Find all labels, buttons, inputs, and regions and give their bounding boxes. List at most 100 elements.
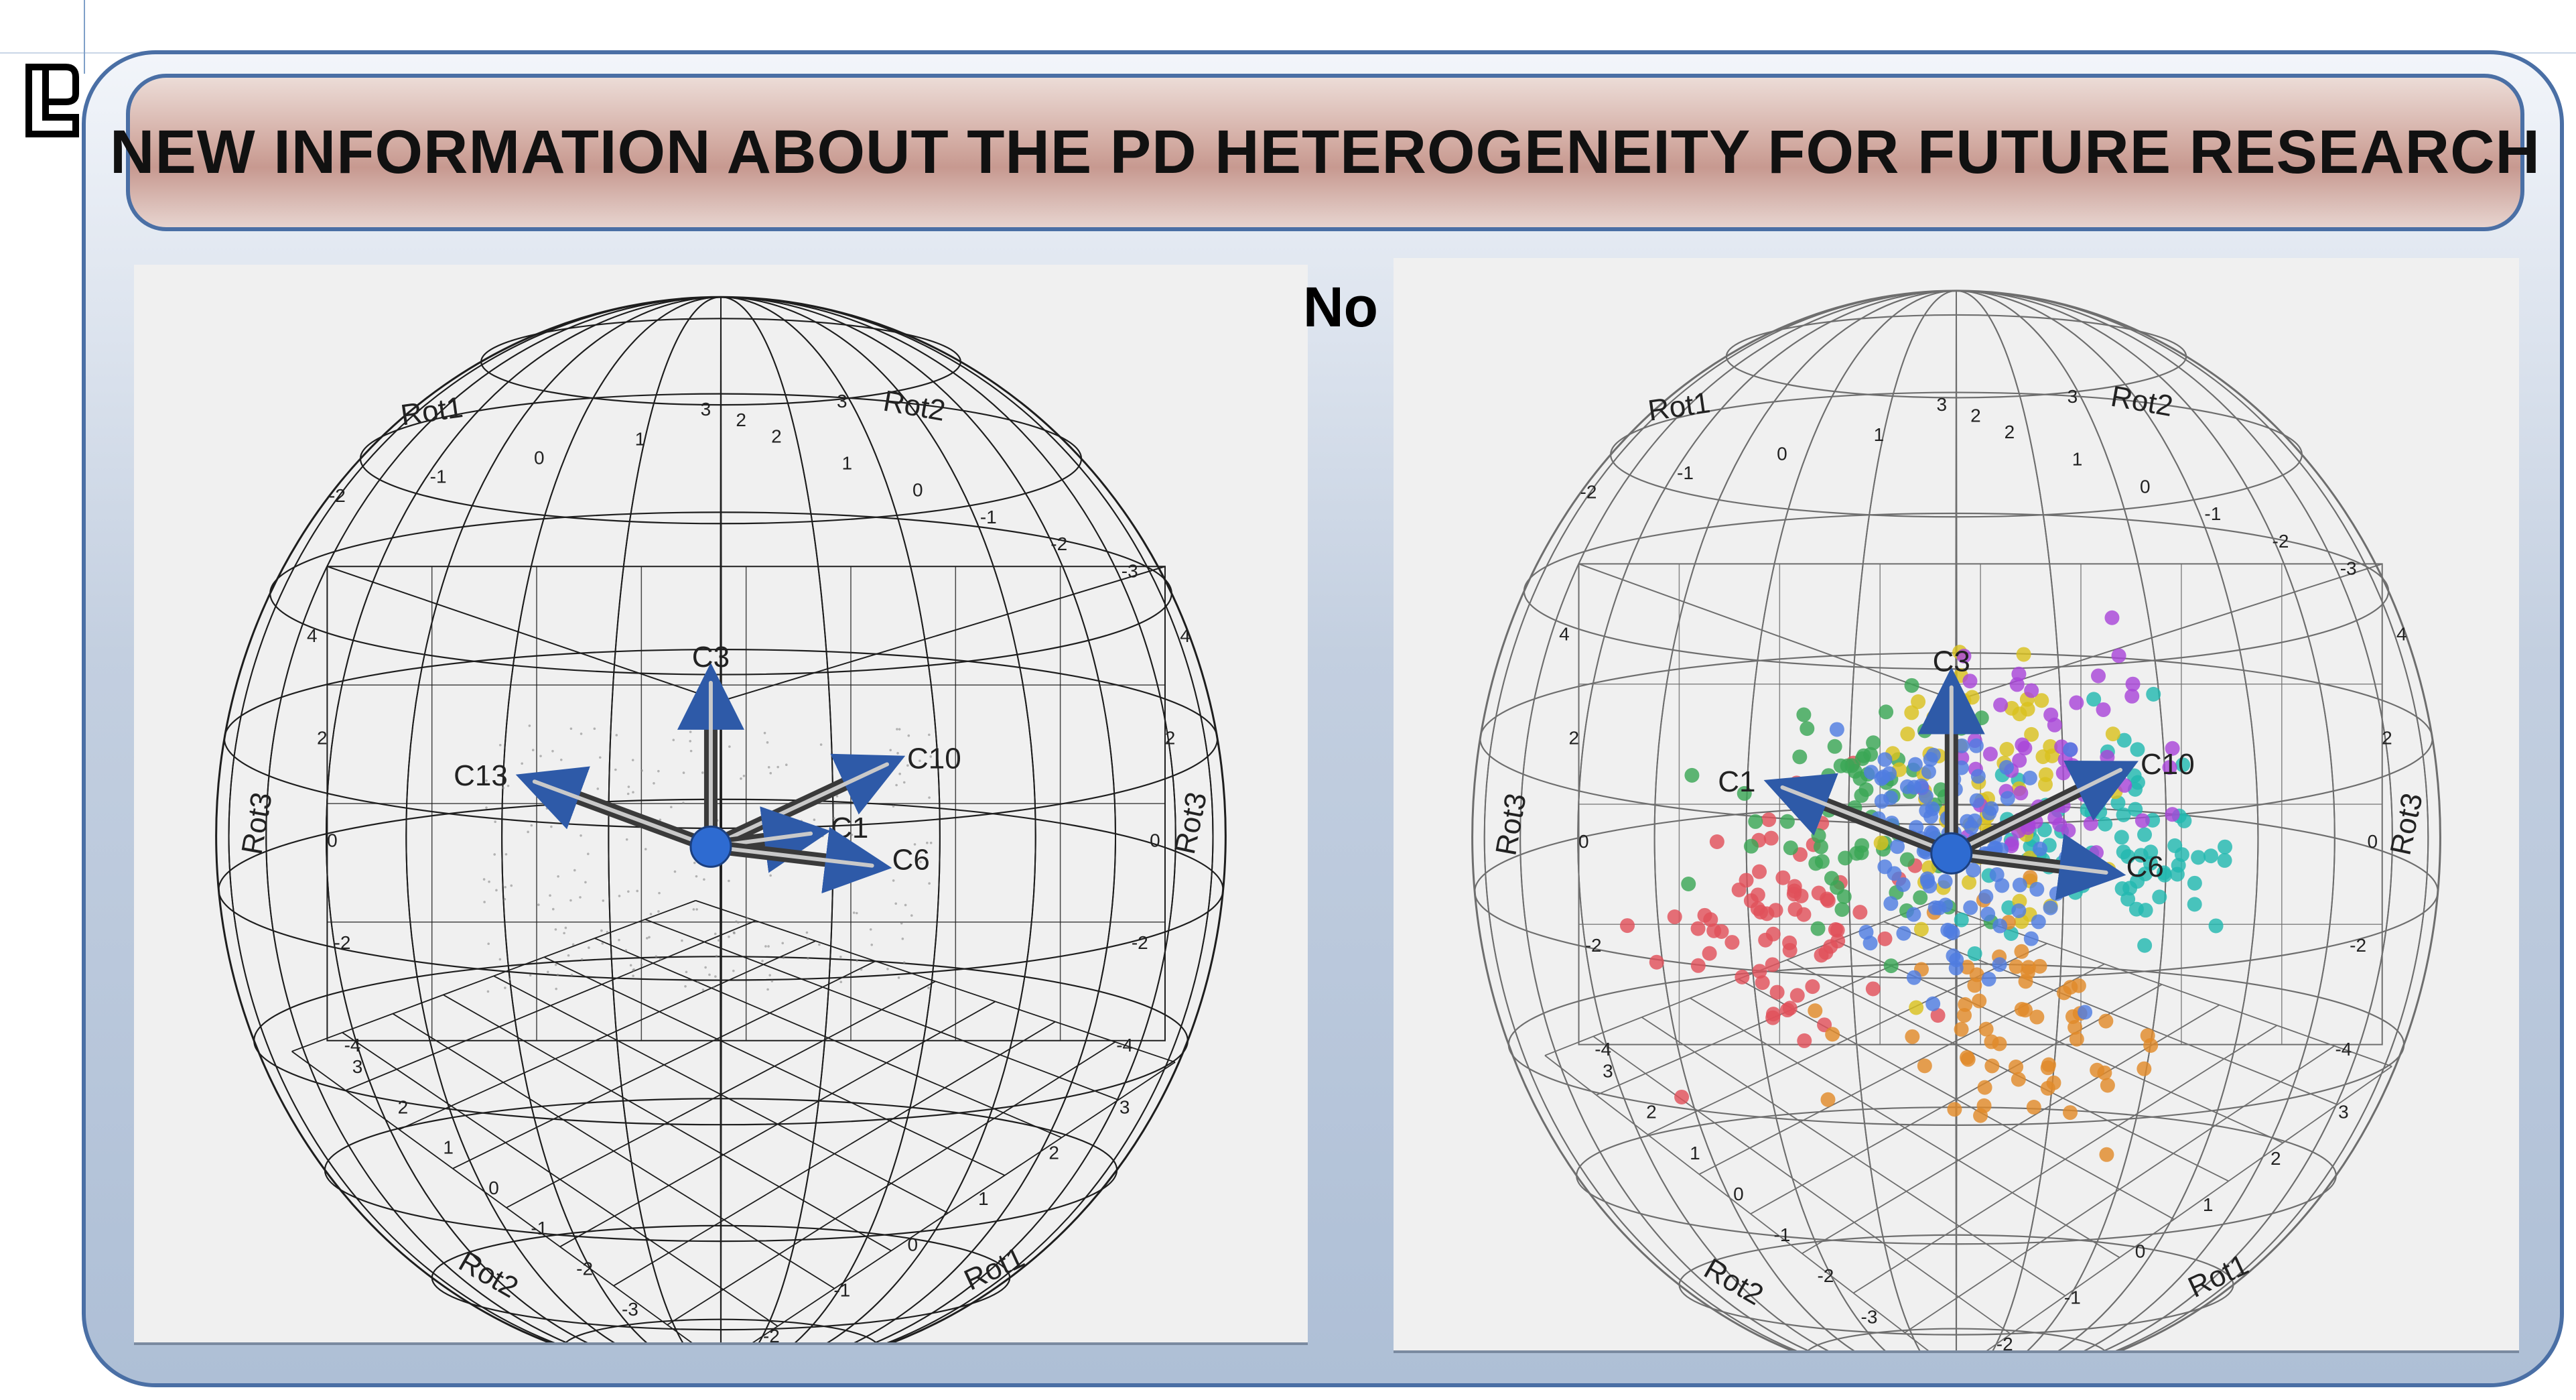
data-point [855, 911, 858, 915]
data-point [1925, 996, 1941, 1011]
data-point [800, 820, 803, 822]
origin-sphere [689, 825, 732, 868]
title-banner: NEW INFORMATION ABOUT THE PD HETEROGENEI… [110, 74, 2540, 231]
data-point [573, 869, 576, 872]
logo-icon [25, 64, 79, 137]
data-point [682, 802, 685, 804]
data-point [598, 756, 602, 759]
vector-highlight [1949, 767, 2123, 856]
data-point [2083, 816, 2098, 831]
tick-label: 1 [635, 428, 646, 449]
data-point [640, 769, 643, 772]
data-point [1750, 887, 1765, 903]
axis-label-rot1-top: Rot1 [1646, 386, 1712, 427]
data-point [896, 752, 899, 755]
data-point [1960, 1049, 1975, 1065]
data-point [1765, 926, 1781, 942]
data-point [1830, 923, 1845, 938]
data-point [766, 988, 769, 991]
data-point [1752, 864, 1767, 879]
data-point [2092, 804, 2108, 820]
data-point [2116, 807, 2131, 822]
data-point [1905, 1029, 1920, 1044]
data-point [498, 958, 502, 961]
data-point [901, 938, 904, 940]
data-point [493, 853, 496, 856]
data-point [1818, 945, 1834, 960]
data-point [1775, 870, 1791, 885]
data-point [2009, 959, 2024, 974]
data-points [1620, 610, 2233, 1162]
data-point [1783, 840, 1798, 856]
data-point [486, 990, 490, 993]
tick-label: 0 [534, 447, 545, 468]
data-point [1993, 697, 2009, 712]
data-point [1961, 713, 1976, 728]
data-point [1810, 921, 1826, 936]
data-point [2022, 770, 2037, 785]
tick-label: -4 [1595, 1039, 1611, 1060]
vector-label-c1: C1 [1718, 765, 1755, 798]
tick-label: -2 [1996, 1334, 2013, 1350]
data-point [1963, 900, 1978, 915]
cube-frame [1578, 563, 2383, 1192]
data-point [821, 834, 824, 838]
data-point [2069, 1031, 2084, 1047]
data-point [1649, 954, 1664, 970]
data-point [1825, 1027, 1840, 1042]
data-point [1957, 1008, 1972, 1023]
floor-grid-line [613, 1021, 1056, 1287]
data-point [892, 805, 895, 808]
data-point [672, 739, 675, 741]
data-point [1681, 876, 1696, 891]
data-point [895, 783, 898, 787]
data-point [2024, 683, 2039, 698]
axis-label-rot1-top: Rot1 [399, 391, 465, 432]
data-point [629, 964, 632, 967]
data-point [593, 727, 596, 730]
data-point [2063, 980, 2078, 995]
loading-vectors: C3 C13 C10 C1 C6 [454, 641, 961, 894]
data-point [649, 913, 653, 915]
data-point [766, 741, 769, 744]
data-point [632, 791, 634, 793]
data-point [1748, 814, 1763, 829]
data-point [2063, 1105, 2078, 1121]
data-point [1947, 1102, 1962, 1117]
data-point [689, 730, 692, 733]
vector-highlight [1780, 785, 1954, 856]
data-point [763, 731, 766, 735]
tick-label: -2 [2273, 531, 2289, 552]
data-point [1964, 820, 1979, 835]
loading-vectors: C3 C1 C10 C6 [1718, 645, 2195, 901]
data-point [2026, 1100, 2041, 1115]
data-point [1779, 814, 1795, 829]
data-point [1735, 969, 1750, 984]
data-point [1852, 905, 1868, 920]
data-point [929, 755, 933, 758]
data-point [1904, 678, 1919, 693]
data-point [673, 870, 677, 873]
floor-grid-line [667, 1041, 1116, 1326]
data-point [1904, 705, 1919, 720]
data-point [554, 963, 557, 966]
vector-label-c10: C10 [907, 742, 961, 775]
data-point [1854, 845, 1869, 861]
data-point [2065, 758, 2080, 773]
tick-label: 3 [2067, 386, 2078, 407]
tick-label: 1 [1874, 424, 1885, 445]
data-point [2167, 838, 2183, 853]
tick-label: 3 [2338, 1102, 2349, 1123]
data-point [655, 955, 658, 958]
data-point [928, 796, 931, 799]
data-point [1978, 1021, 1994, 1037]
data-point [504, 987, 506, 989]
data-point [600, 929, 603, 932]
sphere-wireframe [1471, 290, 2441, 1350]
data-point [1706, 923, 1722, 938]
data-point [644, 848, 647, 850]
data-point [2175, 757, 2191, 773]
data-point [2138, 903, 2153, 918]
data-point [712, 986, 716, 989]
longitude-line [228, 296, 1214, 1342]
